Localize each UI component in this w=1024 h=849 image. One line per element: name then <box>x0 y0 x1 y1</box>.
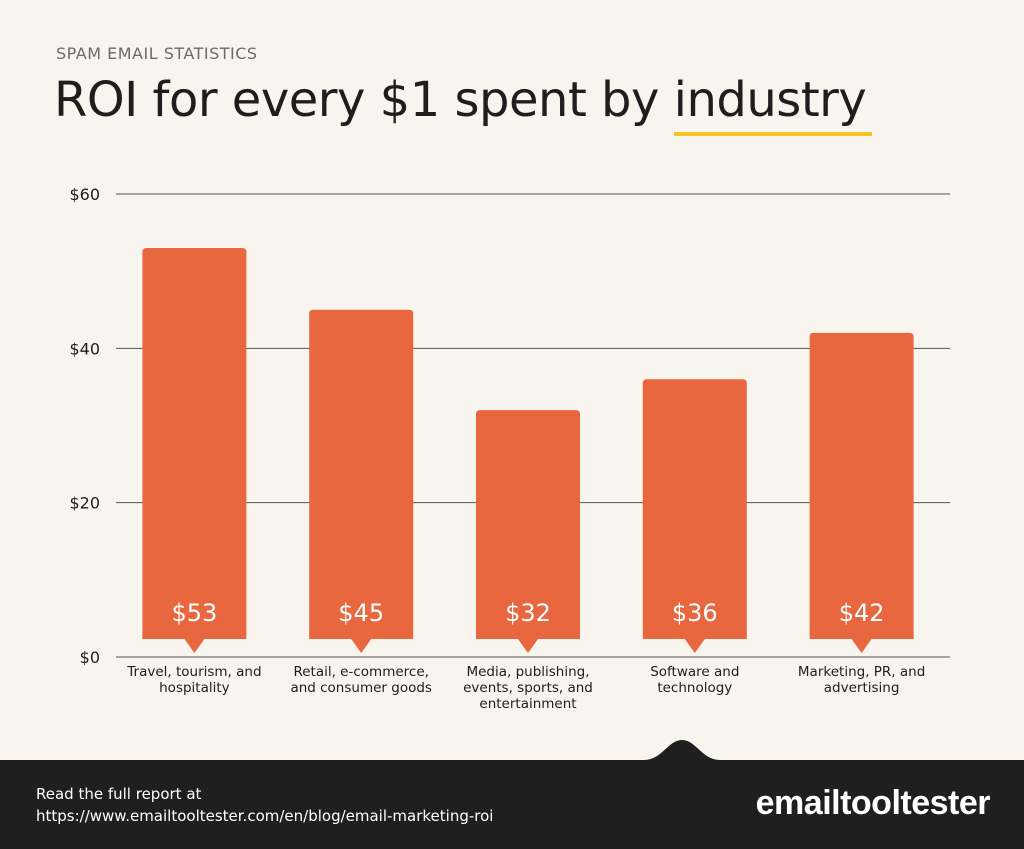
x-category-label: Retail, e-commerce, <box>293 664 428 680</box>
x-category-label: Media, publishing, <box>466 664 589 680</box>
bar-value-label: $42 <box>839 599 885 627</box>
x-category-label: entertainment <box>479 696 576 712</box>
bar-value-label: $32 <box>505 599 551 627</box>
bar <box>309 309 414 653</box>
x-category-label: Marketing, PR, and <box>798 664 925 680</box>
y-tick-label: $40 <box>69 339 100 358</box>
report-url[interactable]: https://www.emailtooltester.com/en/blog/… <box>36 807 494 825</box>
x-category-label: technology <box>657 680 732 696</box>
footer: Read the full report at https://www.emai… <box>0 760 1024 849</box>
x-category-label: hospitality <box>159 680 230 696</box>
x-category-label: advertising <box>824 680 900 696</box>
emailtooltester-logo: emailtooltester <box>755 784 991 822</box>
x-category-label: and consumer goods <box>290 680 432 696</box>
eyebrow-label: SPAM EMAIL STATISTICS <box>56 44 258 63</box>
x-category-label: Software and <box>650 664 739 680</box>
x-category-label: Travel, tourism, and <box>126 664 261 680</box>
y-tick-label: $20 <box>69 494 100 513</box>
bar-chart: $0 $20 $40 $60 $53 Travel, tourism, andhospit… <box>69 185 950 712</box>
title-highlight: industry <box>673 72 872 136</box>
bar-value-label: $36 <box>672 599 718 627</box>
bar <box>142 248 247 653</box>
title-text: ROI for every $1 spent by <box>54 72 674 128</box>
bar <box>642 379 747 653</box>
y-tick-label: $60 <box>69 185 100 204</box>
chart-title: ROI for every $1 spent by industry <box>54 72 872 136</box>
bar-value-label: $53 <box>171 599 217 627</box>
x-category-label: events, sports, and <box>463 680 593 696</box>
bar <box>809 332 914 653</box>
y-tick-label: $0 <box>80 648 100 667</box>
bar <box>476 410 580 653</box>
bar-value-label: $45 <box>338 599 384 627</box>
report-text: Read the full report at https://www.emai… <box>36 783 493 827</box>
report-line-1: Read the full report at <box>36 785 202 803</box>
